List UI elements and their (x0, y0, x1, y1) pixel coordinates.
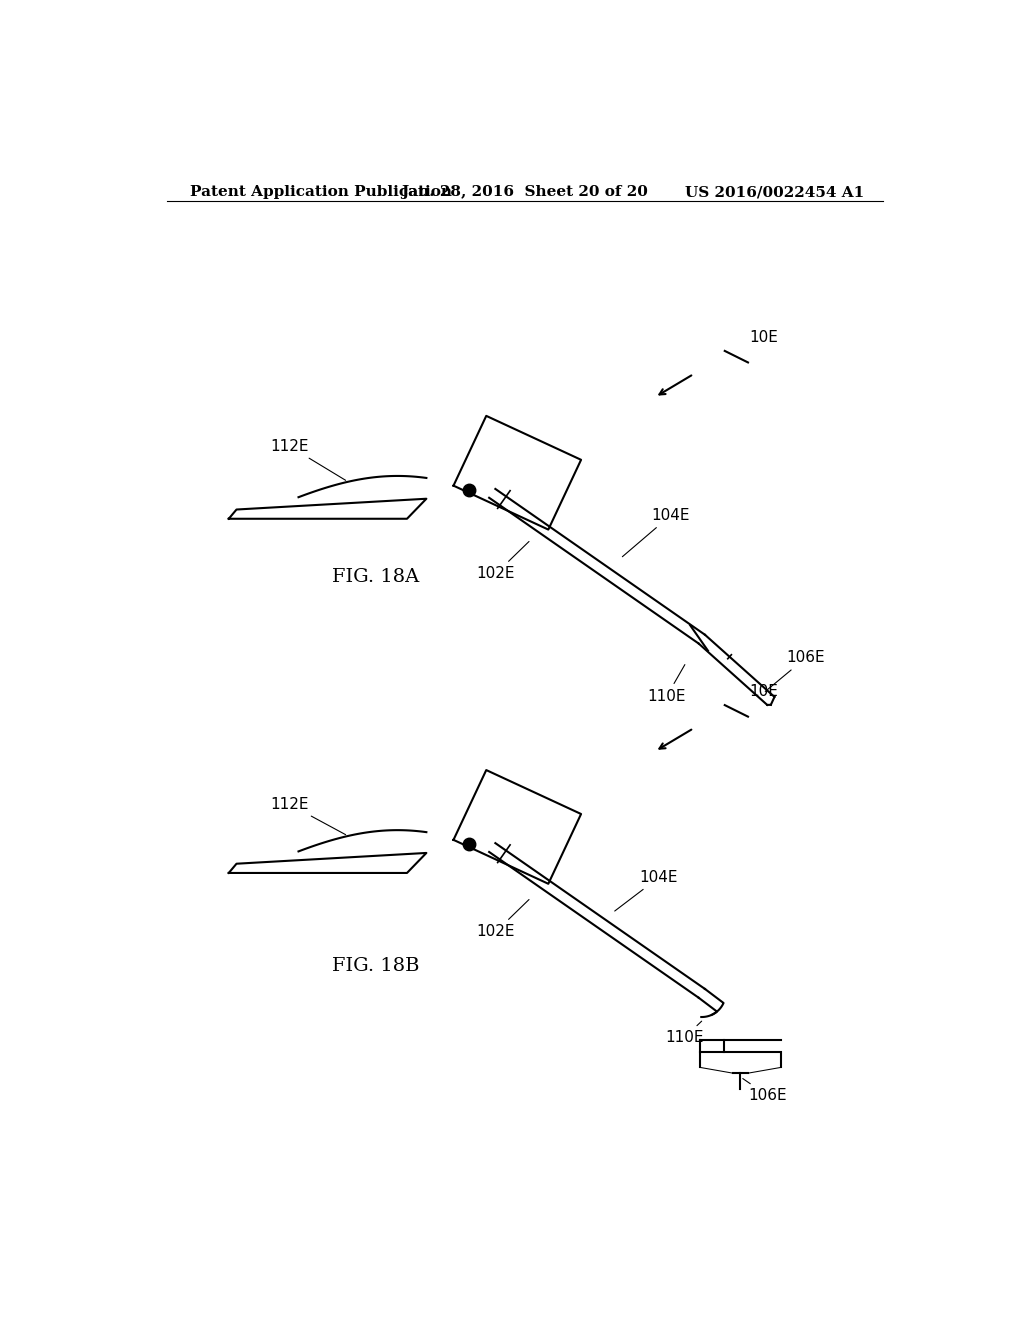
Text: FIG. 18B: FIG. 18B (332, 957, 420, 974)
Text: 112E: 112E (270, 440, 346, 480)
Text: 112E: 112E (270, 797, 345, 834)
Text: FIG. 18A: FIG. 18A (333, 568, 420, 586)
Text: 110E: 110E (665, 1022, 703, 1045)
Text: 104E: 104E (614, 870, 678, 911)
Text: 106E: 106E (765, 651, 825, 692)
Text: 110E: 110E (647, 664, 686, 704)
Text: US 2016/0022454 A1: US 2016/0022454 A1 (685, 185, 864, 199)
Text: 10E: 10E (750, 330, 778, 345)
Text: 102E: 102E (477, 541, 529, 581)
Text: 10E: 10E (750, 684, 778, 698)
Text: 104E: 104E (623, 508, 690, 557)
Text: 102E: 102E (477, 899, 529, 939)
Text: Patent Application Publication: Patent Application Publication (190, 185, 452, 199)
Text: 106E: 106E (742, 1078, 786, 1104)
Text: Jan. 28, 2016  Sheet 20 of 20: Jan. 28, 2016 Sheet 20 of 20 (401, 185, 648, 199)
